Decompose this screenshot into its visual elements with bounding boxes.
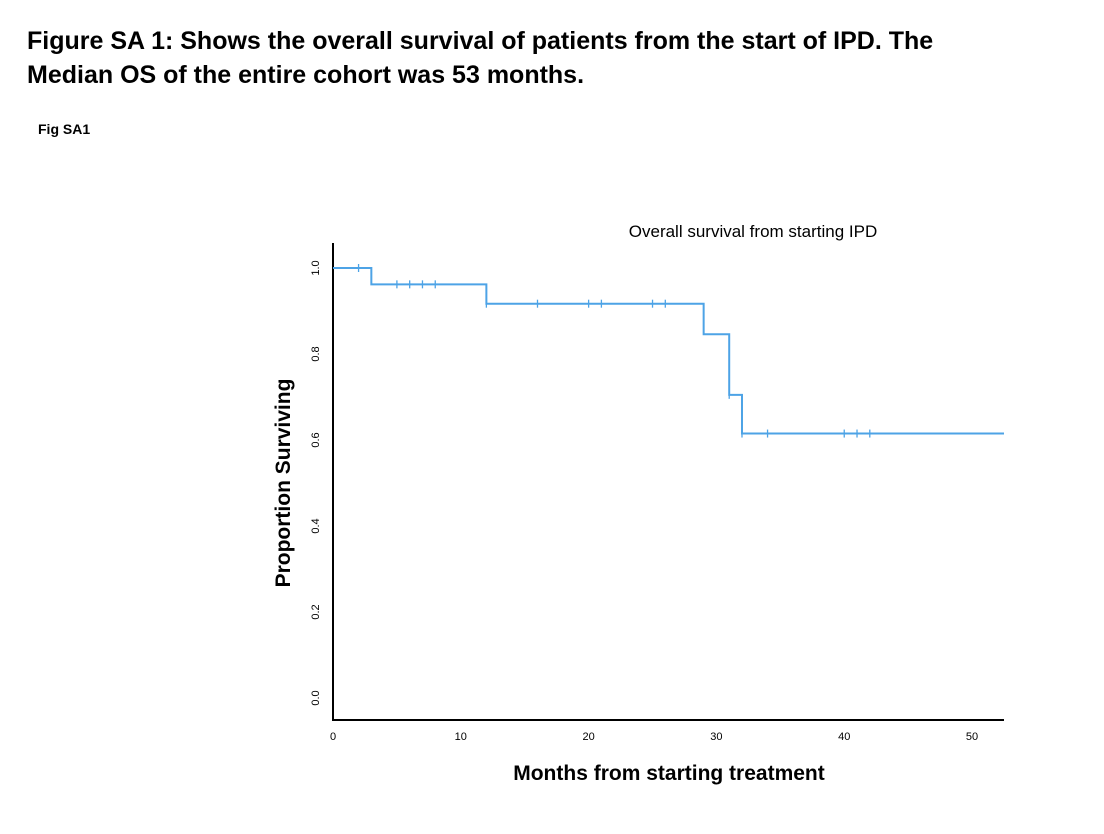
x-tick-label: 30: [710, 731, 722, 743]
y-tick-label: 0.0: [310, 690, 322, 705]
x-tick-labels: 0 10 20 30 40 50: [330, 731, 978, 743]
x-axis-title: Months from starting treatment: [513, 762, 825, 785]
y-tick-label: 0.8: [310, 346, 322, 361]
y-tick-label: 0.4: [310, 518, 322, 533]
figure-caption: Figure SA 1: Shows the overall survival …: [27, 24, 1087, 92]
x-tick-label: 10: [455, 731, 467, 743]
x-tick-label: 0: [330, 731, 336, 743]
y-tick-label: 0.2: [310, 604, 322, 619]
survival-step-line: [333, 267, 1004, 435]
y-tick-labels: 0.0 0.2 0.4 0.6 0.8 1.0: [310, 260, 322, 705]
x-tick-label: 50: [966, 731, 978, 743]
x-tick-label: 20: [582, 731, 594, 743]
figure-label: Fig SA1: [38, 121, 91, 137]
x-tick-label: 40: [838, 731, 850, 743]
figure-caption-line-2: Median OS of the entire cohort was 53 mo…: [27, 61, 585, 89]
chart-title: Overall survival from starting IPD: [629, 222, 877, 241]
figure-caption-line-1: Figure SA 1: Shows the overall survival …: [27, 27, 934, 55]
y-axis-title: Proportion Surviving: [272, 379, 295, 588]
survival-series: [333, 264, 1004, 438]
y-tick-label: 0.6: [310, 432, 322, 447]
y-tick-label: 1.0: [310, 260, 322, 275]
